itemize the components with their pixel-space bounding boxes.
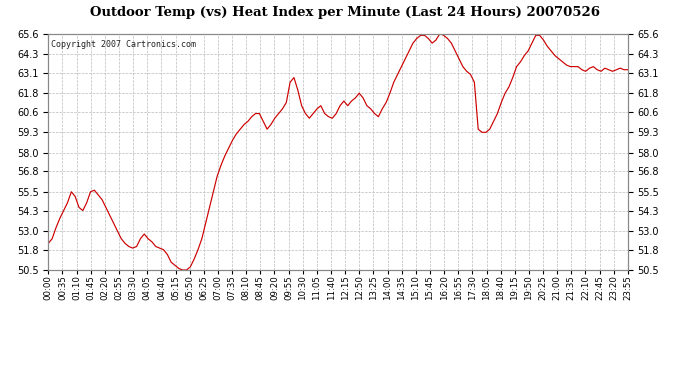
Text: Copyright 2007 Cartronics.com: Copyright 2007 Cartronics.com (51, 40, 196, 49)
Text: Outdoor Temp (vs) Heat Index per Minute (Last 24 Hours) 20070526: Outdoor Temp (vs) Heat Index per Minute … (90, 6, 600, 19)
